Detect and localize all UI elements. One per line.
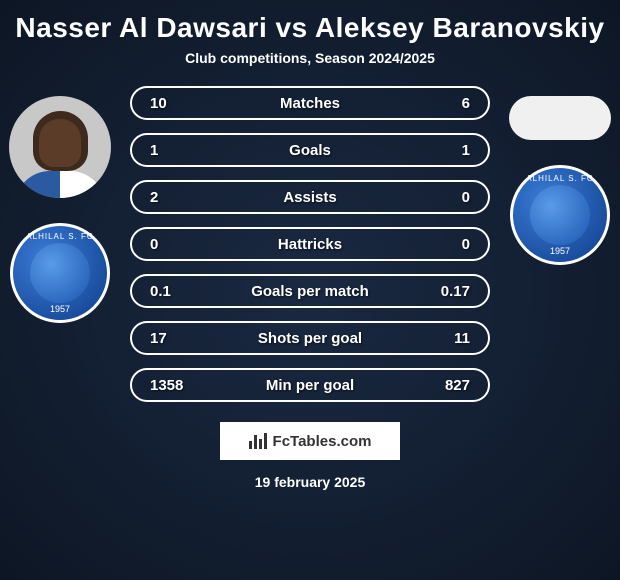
right-side: ALHILAL S. FC 1957 xyxy=(505,86,615,265)
stat-right: 0 xyxy=(410,236,470,253)
stat-left: 0 xyxy=(150,236,210,253)
stat-right: 827 xyxy=(410,377,470,394)
player1-head-shape xyxy=(33,111,88,171)
stat-left: 0.1 xyxy=(150,283,210,300)
stat-row-mpg: 1358 Min per goal 827 xyxy=(130,368,490,402)
stat-label: Min per goal xyxy=(210,377,410,394)
player2-club-badge: ALHILAL S. FC 1957 xyxy=(510,165,610,265)
stat-right: 6 xyxy=(410,95,470,112)
player1-avatar xyxy=(9,96,111,198)
left-side: ALHILAL S. FC 1957 xyxy=(5,86,115,323)
stat-left: 2 xyxy=(150,189,210,206)
stat-row-assists: 2 Assists 0 xyxy=(130,180,490,214)
stat-row-goals: 1 Goals 1 xyxy=(130,133,490,167)
stat-label: Assists xyxy=(210,189,410,206)
stat-label: Shots per goal xyxy=(210,330,410,347)
stat-left: 1358 xyxy=(150,377,210,394)
comparison-content: ALHILAL S. FC 1957 10 Matches 6 1 Goals … xyxy=(0,86,620,402)
stat-right: 0.17 xyxy=(410,283,470,300)
stat-label: Matches xyxy=(210,95,410,112)
stat-row-matches: 10 Matches 6 xyxy=(130,86,490,120)
club2-name: ALHILAL S. FC xyxy=(526,174,593,183)
club1-ball-icon xyxy=(30,243,90,303)
stat-label: Hattricks xyxy=(210,236,410,253)
player1-club-badge: ALHILAL S. FC 1957 xyxy=(10,223,110,323)
stat-row-spg: 17 Shots per goal 11 xyxy=(130,321,490,355)
stat-right: 0 xyxy=(410,189,470,206)
club1-name: ALHILAL S. FC xyxy=(26,232,93,241)
stat-right: 11 xyxy=(410,330,470,347)
stat-row-gpm: 0.1 Goals per match 0.17 xyxy=(130,274,490,308)
page-subtitle: Club competitions, Season 2024/2025 xyxy=(0,50,620,86)
stat-left: 17 xyxy=(150,330,210,347)
footer-date: 19 february 2025 xyxy=(0,474,620,490)
player1-body-shape xyxy=(15,171,105,198)
club1-year: 1957 xyxy=(50,304,70,314)
stat-left: 1 xyxy=(150,142,210,159)
site-name: FcTables.com xyxy=(273,433,372,450)
bars-icon xyxy=(249,433,267,449)
stat-right: 1 xyxy=(410,142,470,159)
club2-year: 1957 xyxy=(550,246,570,256)
player2-avatar xyxy=(509,96,611,140)
stat-label: Goals xyxy=(210,142,410,159)
page-title: Nasser Al Dawsari vs Aleksey Baranovskiy xyxy=(0,0,620,50)
stats-column: 10 Matches 6 1 Goals 1 2 Assists 0 0 Hat… xyxy=(115,86,505,402)
stat-label: Goals per match xyxy=(210,283,410,300)
stat-row-hattricks: 0 Hattricks 0 xyxy=(130,227,490,261)
stat-left: 10 xyxy=(150,95,210,112)
club2-ball-icon xyxy=(530,185,590,245)
site-logo: FcTables.com xyxy=(220,422,400,460)
